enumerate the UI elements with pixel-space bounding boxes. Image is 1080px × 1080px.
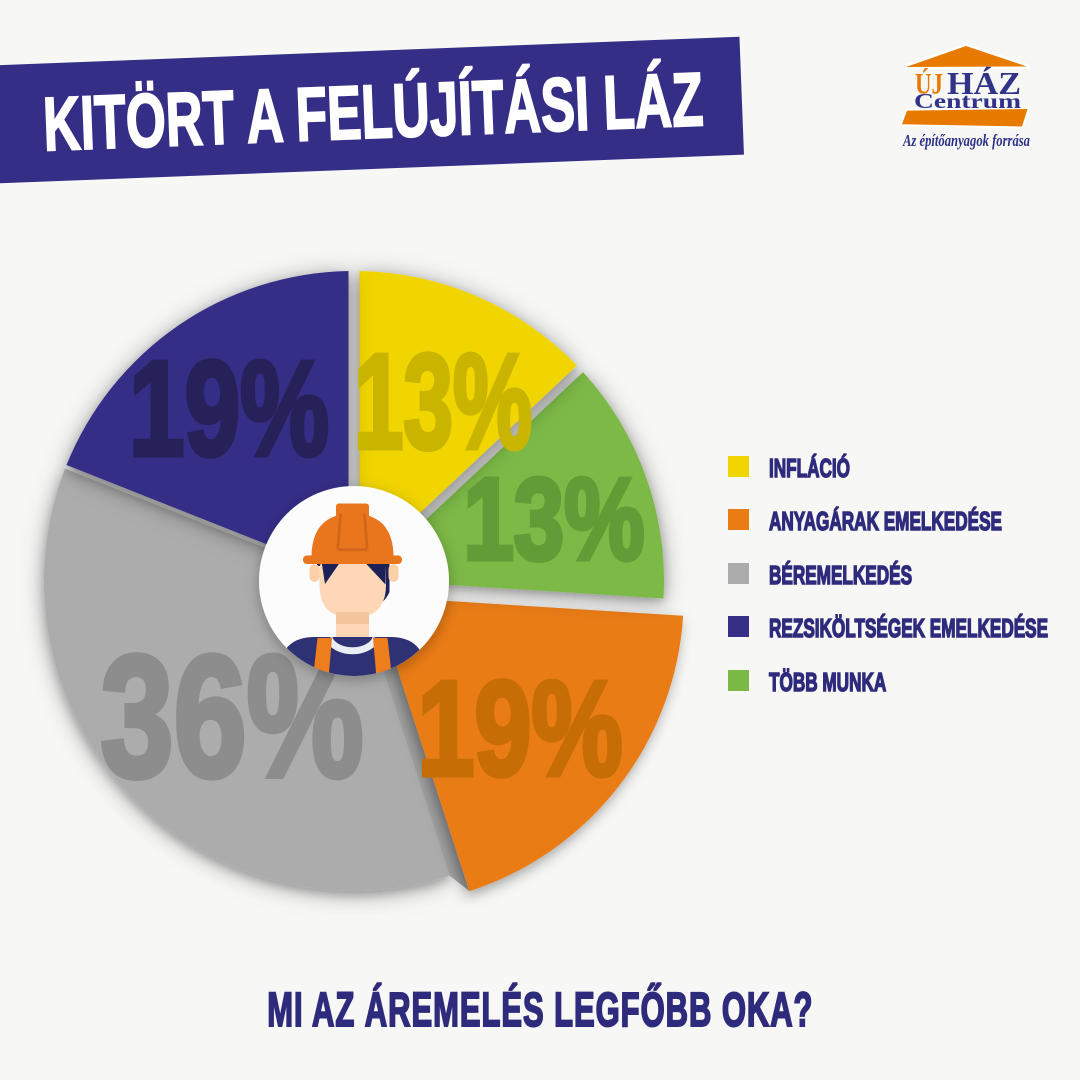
- svg-text:13%: 13%: [354, 326, 532, 477]
- svg-text:Az építőanyagok forrása: Az építőanyagok forrása: [902, 131, 1030, 150]
- svg-text:HÁZ: HÁZ: [947, 65, 1021, 101]
- svg-text:19%: 19%: [417, 653, 622, 804]
- svg-text:Centrum: Centrum: [914, 89, 1022, 113]
- svg-text:19%: 19%: [129, 333, 329, 484]
- svg-text:13%: 13%: [463, 455, 644, 584]
- svg-text:ÚJ: ÚJ: [915, 68, 943, 101]
